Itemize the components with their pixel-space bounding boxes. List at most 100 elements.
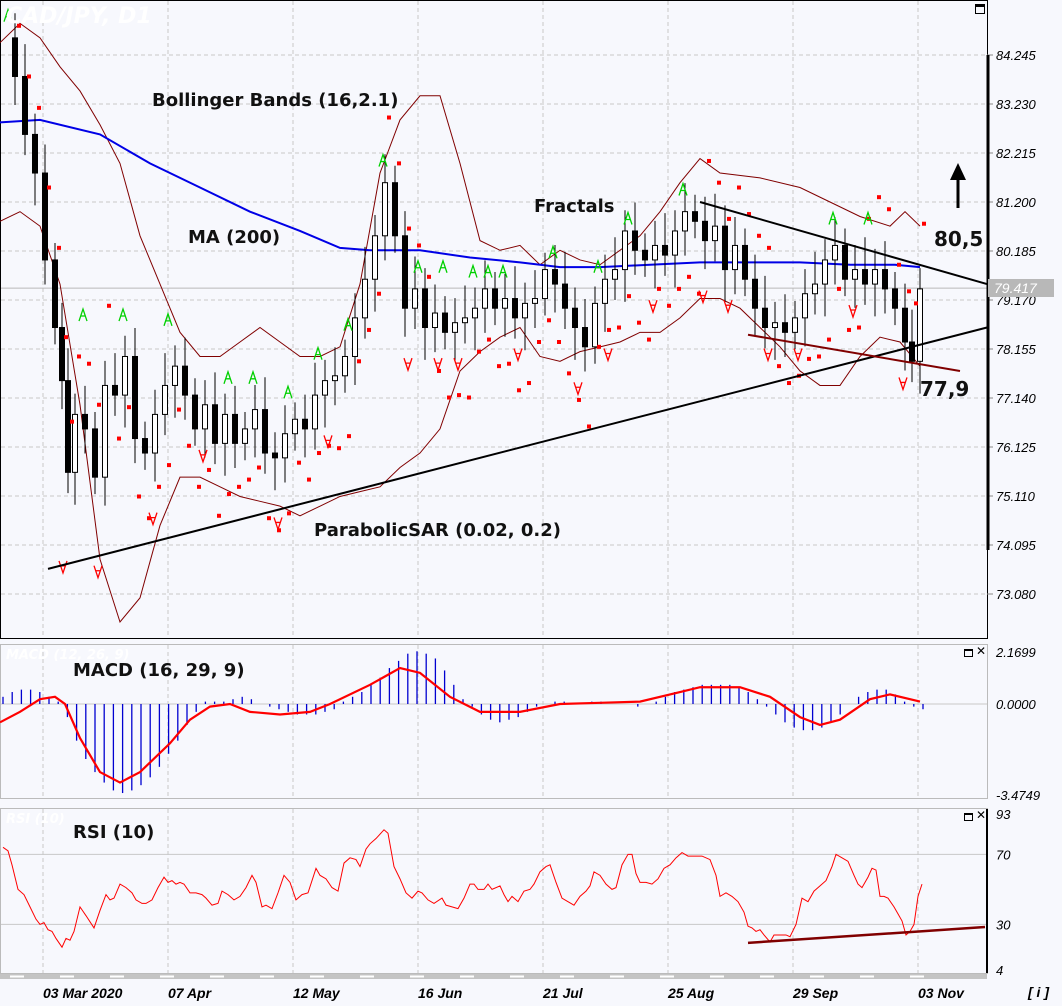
sar-dot	[517, 388, 521, 393]
sar-dot	[747, 212, 751, 217]
fractal-up-icon	[623, 210, 633, 225]
macd-close-button[interactable]: ✕	[976, 644, 987, 658]
price-tick-label: 75.110	[996, 489, 1036, 504]
sar-dot	[407, 226, 411, 231]
candle-bull	[172, 365, 178, 386]
sar-dot	[697, 291, 701, 296]
macd-maximize-button[interactable]	[964, 649, 973, 657]
fractal-up-icon	[438, 258, 448, 273]
sar-dot	[197, 484, 201, 489]
candle-bull	[622, 230, 628, 271]
scrollbar-tick	[560, 975, 574, 978]
rsi-label: RSI (10)	[73, 822, 155, 843]
info-button[interactable]: [ i ]	[1028, 984, 1049, 1000]
candle-bear	[232, 413, 238, 444]
sar-dot	[877, 195, 881, 200]
fractal-up-icon	[483, 263, 493, 278]
rsi-close-button[interactable]: ✕	[976, 808, 987, 822]
fractal-up-icon	[163, 311, 173, 327]
scrollbar-tick	[760, 975, 774, 978]
candle-bull	[472, 307, 478, 319]
candle-bear	[892, 288, 898, 309]
candle-bull	[772, 322, 778, 329]
macd-tick-label: -3.4749	[996, 788, 1040, 803]
candle-bear	[212, 404, 218, 444]
date-tick-label: 21 Jul	[542, 985, 584, 1001]
rsi-chart[interactable]: 93 70 30 4 03 Mar 2020 07 Apr 12 May 16 Jun 21 J…	[0, 806, 1062, 1006]
candle-bull	[282, 433, 288, 459]
fractal-up-icon	[378, 152, 388, 167]
candle-bear	[272, 452, 278, 459]
fractal-up-icon	[313, 345, 323, 360]
candle-bull	[362, 278, 368, 319]
fractal-down-icon	[93, 565, 103, 580]
main-maximize-button[interactable]	[975, 4, 985, 14]
sar-dot	[667, 303, 671, 308]
candle-bear	[512, 298, 518, 319]
candle-bull	[732, 244, 738, 271]
candle-bear	[572, 307, 578, 329]
ma-label: MA (200)	[188, 227, 281, 248]
trendline-resistance-black	[699, 201, 988, 286]
candle-bear	[302, 418, 308, 430]
sar-dot	[677, 286, 681, 291]
fractal-down-icon	[793, 348, 803, 363]
sar-dot	[497, 364, 501, 369]
trendline-support-black	[47, 326, 988, 570]
sar-dot	[777, 364, 781, 369]
rsi-maximize-button[interactable]	[964, 813, 973, 821]
candle-bear	[582, 327, 588, 348]
candle-bear	[142, 438, 148, 454]
fractal-down-icon	[648, 300, 658, 315]
macd-chart[interactable]: 2.1699 0.0000 -3.4749	[0, 640, 1062, 806]
candle-bear	[882, 269, 888, 290]
sar-dot	[907, 289, 911, 294]
candle-bear	[82, 413, 88, 430]
scrollbar-tick	[10, 975, 24, 978]
sar-dot	[317, 451, 321, 456]
candle-bull	[332, 375, 338, 382]
candle-bull	[532, 298, 538, 304]
scrollbar-tick	[310, 975, 324, 978]
scrollbar-tick	[110, 975, 124, 978]
date-tick-label: 03 Mar 2020	[43, 985, 123, 1001]
candle-bull	[372, 235, 378, 280]
candle-bear	[552, 269, 558, 285]
scrollbar-tick	[60, 975, 74, 978]
candle-bear	[52, 259, 58, 329]
candle-bear	[909, 341, 915, 362]
time-scrollbar	[0, 974, 987, 979]
candle-bull	[612, 269, 618, 280]
fractal-down-icon	[603, 348, 613, 363]
sar-dot	[297, 460, 301, 465]
scrollbar-tick	[260, 975, 274, 978]
rsi-plot-area	[0, 808, 988, 974]
candle-bear	[902, 307, 908, 343]
scrollbar-tick	[860, 975, 874, 978]
fractal-down-icon	[513, 348, 523, 363]
price-chart[interactable]: 84.24583.23082.21581.20080.18579.17078.1…	[0, 0, 1062, 640]
fractal-down-icon	[453, 357, 463, 373]
sar-dot	[37, 105, 41, 110]
sar-dot	[507, 361, 511, 366]
candle-bull	[792, 317, 798, 333]
candle-bull	[342, 355, 348, 377]
sar-dot	[657, 286, 661, 291]
scrollbar-tick	[610, 975, 624, 978]
candle-bull	[522, 302, 528, 319]
fractal-down-icon	[848, 304, 858, 320]
candle-bull	[252, 409, 258, 430]
candle-bull	[312, 394, 318, 430]
fractal-up-icon	[678, 181, 688, 196]
candle-bear	[59, 327, 65, 382]
scrollbar-tick	[810, 975, 824, 978]
sar-dot	[737, 185, 741, 190]
sar-dot	[27, 74, 31, 79]
scrollbar-tick	[160, 975, 174, 978]
current-price-tag: 79.417	[988, 279, 1054, 297]
sar-dot	[64, 335, 68, 340]
macd-watermark: MACD (12, 26, 9)	[6, 648, 130, 663]
sar-dot	[647, 337, 651, 342]
sar-dot	[827, 337, 831, 342]
fractal-down-icon	[323, 435, 333, 450]
